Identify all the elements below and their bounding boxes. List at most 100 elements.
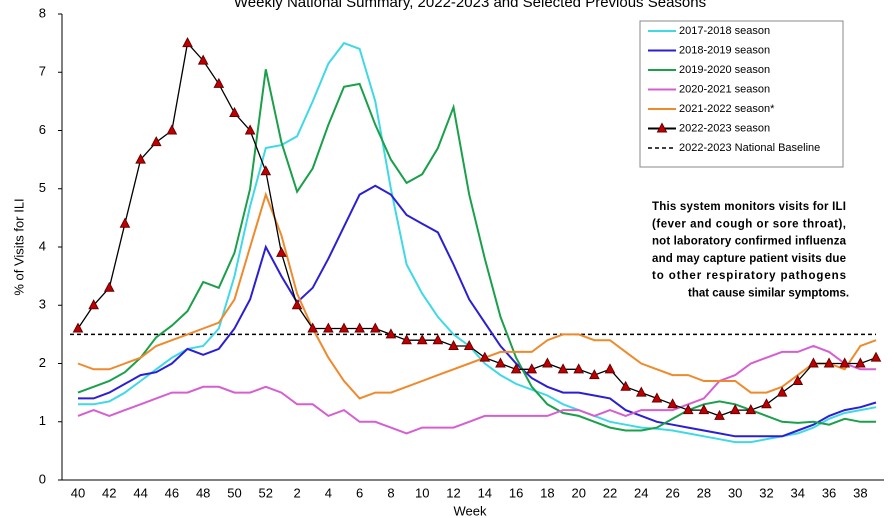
- triangle-marker: [213, 77, 225, 88]
- triangle-marker: [651, 392, 663, 403]
- legend-label: 2017-2018 season: [679, 25, 770, 37]
- x-tick-label: 30: [728, 485, 742, 500]
- annotation-line: not laboratory confirmed influenza: [652, 236, 847, 248]
- triangle-marker: [495, 357, 506, 368]
- triangle-marker: [776, 386, 788, 397]
- annotation-line: and may capture patient visits due: [652, 253, 846, 265]
- triangle-marker: [135, 153, 146, 164]
- triangle-marker: [463, 339, 475, 351]
- x-tick-label: 4: [325, 485, 332, 500]
- x-tick-label: 38: [853, 485, 867, 500]
- series-line: [77, 344, 876, 435]
- legend-label: 2020-2021 season: [679, 83, 770, 95]
- x-tick-label: 52: [259, 485, 273, 500]
- y-axis-label: % of Visits for ILI: [11, 198, 26, 295]
- triangle-marker: [72, 322, 84, 333]
- triangle-marker: [682, 404, 694, 415]
- x-tick-label: 42: [102, 485, 116, 500]
- series-line: [78, 184, 877, 438]
- x-tick-label: 16: [509, 485, 523, 500]
- x-tick-label: 14: [478, 485, 492, 500]
- legend-label: 2019-2020 season: [679, 64, 770, 76]
- triangle-marker: [291, 299, 303, 310]
- triangle-marker: [761, 398, 772, 409]
- triangle-marker: [432, 334, 444, 345]
- triangle-marker: [656, 122, 668, 133]
- triangle-marker: [526, 363, 538, 374]
- series-line: [77, 41, 877, 417]
- triangle-marker: [119, 217, 131, 228]
- triangle-marker: [870, 351, 882, 362]
- x-tick-label: 22: [603, 485, 617, 500]
- legend-box: [639, 20, 844, 168]
- y-tick-label: 3: [39, 297, 46, 312]
- annotation-line: This system monitors visits for ILI: [652, 201, 846, 213]
- triangle-marker: [620, 380, 631, 391]
- y-tick-label: 0: [39, 471, 46, 486]
- triangle-marker: [88, 299, 99, 310]
- triangle-marker: [573, 363, 585, 374]
- triangle-marker: [792, 374, 804, 385]
- y-tick-label: 7: [39, 64, 46, 79]
- triangle-marker: [635, 386, 647, 397]
- triangle-marker: [604, 363, 616, 374]
- triangle-marker: [589, 369, 600, 380]
- x-tick-label: 32: [759, 485, 773, 500]
- triangle-marker: [557, 363, 569, 374]
- series-line: [77, 69, 876, 432]
- x-tick-label: 44: [133, 485, 147, 500]
- x-tick-label: 28: [697, 485, 711, 500]
- x-tick-label: 36: [822, 485, 836, 500]
- y-tick-label: 8: [39, 5, 46, 20]
- triangle-marker: [401, 334, 412, 345]
- triangle-marker: [808, 357, 819, 368]
- triangle-marker: [667, 398, 678, 409]
- series-line: [78, 41, 877, 444]
- triangle-marker: [448, 339, 459, 351]
- triangle-marker: [714, 409, 725, 420]
- triangle-marker: [369, 322, 381, 333]
- x-tick-label: 46: [165, 485, 179, 500]
- y-tick-label: 1: [39, 413, 46, 428]
- triangle-marker: [823, 357, 835, 368]
- x-axis-label: Week: [454, 503, 487, 518]
- triangle-marker: [510, 363, 522, 374]
- x-tick-label: 10: [415, 485, 429, 500]
- series-line: [77, 191, 877, 400]
- annotation-line: (fever and cough or sore throat),: [652, 218, 846, 230]
- triangle-marker: [307, 322, 319, 333]
- triangle-marker: [479, 351, 491, 362]
- x-tick-label: 6: [356, 485, 363, 500]
- triangle-marker: [197, 54, 209, 65]
- triangle-marker: [855, 357, 866, 368]
- triangle-marker: [542, 357, 553, 368]
- triangle-marker: [354, 322, 365, 333]
- legend-label: 2022-2023 season: [679, 122, 770, 134]
- x-tick-label: 24: [634, 485, 648, 500]
- y-tick-label: 2: [39, 355, 46, 370]
- y-tick-label: 5: [39, 180, 46, 195]
- x-tick-label: 26: [665, 485, 679, 500]
- triangle-marker: [103, 281, 115, 292]
- triangle-marker: [244, 124, 256, 135]
- x-tick-label: 48: [196, 485, 210, 500]
- triangle-marker: [416, 334, 428, 345]
- x-tick-label: 12: [446, 485, 460, 500]
- chart-title: Weekly National Summary, 2022-2023 and S…: [234, 0, 706, 11]
- x-tick-label: 2: [293, 485, 300, 500]
- triangle-marker: [182, 37, 193, 48]
- triangle-marker: [166, 124, 178, 135]
- x-tick-label: 40: [71, 485, 85, 500]
- y-tick-label: 6: [39, 122, 46, 137]
- triangle-marker: [323, 322, 334, 333]
- triangle-marker: [338, 322, 350, 333]
- triangle-marker: [839, 357, 851, 368]
- x-tick-label: 50: [227, 485, 241, 500]
- triangle-marker: [260, 165, 272, 176]
- annotation-line: to other respiratory pathogens: [652, 270, 846, 282]
- x-tick-label: 8: [387, 485, 394, 500]
- y-tick-label: 4: [39, 238, 46, 253]
- legend-label: 2018-2019 season: [679, 44, 770, 56]
- annotation-line: that cause similar symptoms.: [688, 288, 849, 300]
